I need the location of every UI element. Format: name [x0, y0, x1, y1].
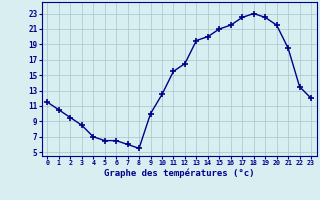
X-axis label: Graphe des températures (°c): Graphe des températures (°c): [104, 169, 254, 178]
